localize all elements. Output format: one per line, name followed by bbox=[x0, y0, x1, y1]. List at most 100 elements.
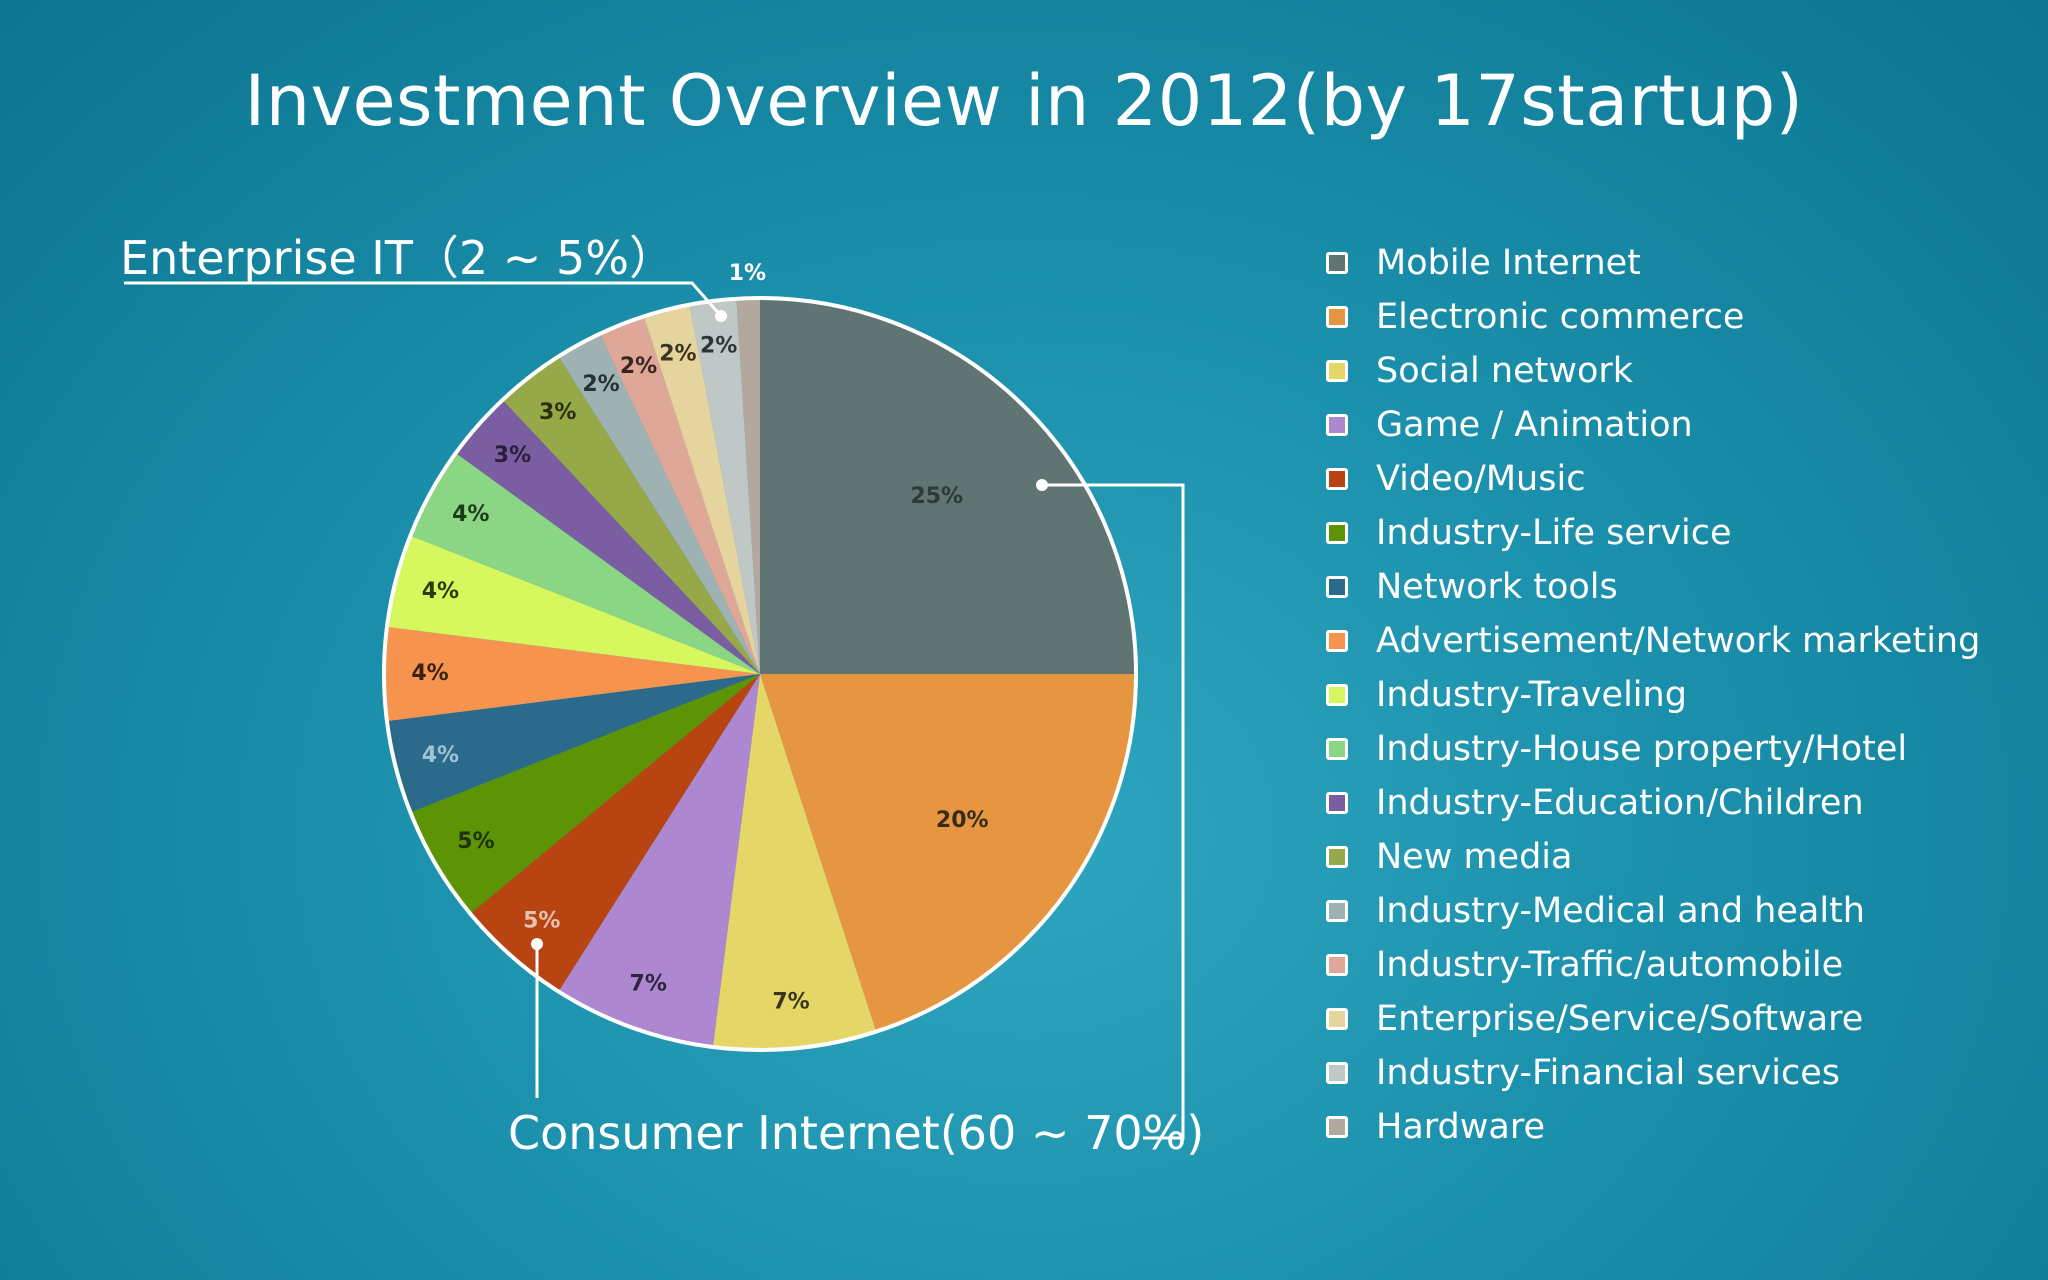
callout-lines bbox=[124, 281, 1185, 1140]
pie-slice-hardware bbox=[736, 298, 760, 674]
slice-label-mobile-internet: 25% bbox=[910, 484, 963, 509]
pie-slice-network-tools bbox=[386, 674, 760, 813]
legend-label: Industry-Traveling bbox=[1376, 675, 1687, 715]
slice-label-enterprise-service-software: 2% bbox=[659, 341, 696, 366]
legend-item-electronic-commerce: Electronic commerce bbox=[1326, 290, 2026, 344]
slice-label-industry-traveling: 4% bbox=[422, 579, 459, 604]
slice-label-video-music: 5% bbox=[523, 909, 560, 934]
pie-slices bbox=[382, 296, 1138, 1052]
pie-slice-enterprise-service-software bbox=[643, 304, 760, 674]
slice-label-industry-traffic-automobile: 2% bbox=[620, 354, 657, 379]
legend-swatch bbox=[1326, 1062, 1348, 1084]
legend-label: Enterprise/Service/Software bbox=[1376, 999, 1864, 1039]
slice-label-network-tools: 4% bbox=[422, 743, 459, 768]
legend-label: Advertisement/Network marketing bbox=[1376, 621, 1981, 661]
legend-swatch bbox=[1326, 414, 1348, 436]
legend-item-game-animation: Game / Animation bbox=[1326, 398, 2026, 452]
pie-slice-industry-life-service bbox=[410, 674, 760, 914]
slice-label-new-media: 3% bbox=[539, 400, 576, 425]
legend-label: Industry-Traffic/automobile bbox=[1376, 945, 1844, 985]
legend-item-industry-medical-and-health: Industry-Medical and health bbox=[1326, 884, 2026, 938]
legend-label: Video/Music bbox=[1376, 459, 1586, 499]
pie-slice-industry-traveling bbox=[386, 535, 760, 674]
legend-item-new-media: New media bbox=[1326, 830, 2026, 884]
slice-label-advertisement-network-marketing: 4% bbox=[411, 661, 448, 686]
legend-label: Game / Animation bbox=[1376, 405, 1693, 445]
legend-swatch bbox=[1326, 306, 1348, 328]
legend-swatch bbox=[1326, 360, 1348, 382]
legend-item-industry-education-children: Industry-Education/Children bbox=[1326, 776, 2026, 830]
legend-item-industry-traveling: Industry-Traveling bbox=[1326, 668, 2026, 722]
consumer-callout-dot-right bbox=[1036, 479, 1048, 491]
legend-label: Industry-Education/Children bbox=[1376, 783, 1864, 823]
slice-label-industry-medical-and-health: 2% bbox=[582, 372, 619, 397]
legend-swatch bbox=[1326, 684, 1348, 706]
legend-label: Electronic commerce bbox=[1376, 297, 1745, 337]
pie-slice-advertisement-network-marketing bbox=[384, 626, 760, 722]
legend-swatch bbox=[1326, 468, 1348, 490]
legend-item-network-tools: Network tools bbox=[1326, 560, 2026, 614]
legend-swatch bbox=[1326, 954, 1348, 976]
legend-item-hardware: Hardware bbox=[1326, 1100, 2026, 1154]
consumer-internet-callout: Consumer Internet(60 ~ 70%) bbox=[508, 1106, 1205, 1160]
pie-slice-electronic-commerce bbox=[760, 674, 1136, 1032]
pie-slice-social-network bbox=[712, 674, 877, 1050]
slice-label-industry-house-property-hotel: 4% bbox=[452, 502, 489, 527]
legend-swatch bbox=[1326, 1116, 1348, 1138]
slice-label-social-network: 7% bbox=[772, 990, 809, 1015]
pie-slice-industry-financial-services bbox=[689, 298, 760, 674]
legend-label: Network tools bbox=[1376, 567, 1618, 607]
slice-label-industry-financial-services: 2% bbox=[700, 334, 737, 359]
legend-swatch bbox=[1326, 1008, 1348, 1030]
legend-swatch bbox=[1326, 252, 1348, 274]
pie-slice-industry-medical-and-health bbox=[558, 333, 760, 674]
legend-swatch bbox=[1326, 900, 1348, 922]
pie-outline bbox=[382, 296, 1138, 1052]
enterprise-callout-dot bbox=[715, 310, 727, 322]
legend-label: Industry-House property/Hotel bbox=[1376, 729, 1908, 769]
legend-item-industry-life-service: Industry-Life service bbox=[1326, 506, 2026, 560]
legend-item-mobile-internet: Mobile Internet bbox=[1326, 236, 2026, 290]
slice-labels: 25%20%7%7%5%5%4%4%4%4%3%3%2%2%2% 2%1% bbox=[411, 261, 988, 1014]
slice-label-industry-life-service: 5% bbox=[457, 829, 494, 854]
pie-slice-new-media bbox=[502, 356, 760, 674]
legend-item-enterprise-service-software: Enterprise/Service/Software bbox=[1326, 992, 2026, 1046]
pie-slice-industry-education-children bbox=[455, 399, 760, 674]
legend-label: Mobile Internet bbox=[1376, 243, 1641, 283]
legend-label: Industry-Life service bbox=[1376, 513, 1732, 553]
pie-slice-industry-house-property-hotel bbox=[410, 452, 760, 674]
legend-swatch bbox=[1326, 576, 1348, 598]
legend-item-social-network: Social network bbox=[1326, 344, 2026, 398]
legend-item-industry-traffic-automobile: Industry-Traffic/automobile bbox=[1326, 938, 2026, 992]
chart-title: Investment Overview in 2012(by 17startup… bbox=[244, 60, 1804, 142]
legend-item-video-music: Video/Music bbox=[1326, 452, 2026, 506]
slice-label-industry-education-children: 3% bbox=[494, 443, 531, 468]
enterprise-it-callout: Enterprise IT（2 ~ 5%） bbox=[120, 231, 675, 285]
pie-slice-video-music bbox=[470, 674, 760, 992]
legend-label: Industry-Financial services bbox=[1376, 1053, 1840, 1093]
slice-label-hardware: 1% bbox=[729, 261, 766, 286]
pie-slice-mobile-internet bbox=[760, 298, 1136, 674]
legend-label: Industry-Medical and health bbox=[1376, 891, 1865, 931]
legend-item-industry-financial-services: Industry-Financial services bbox=[1326, 1046, 2026, 1100]
legend-swatch bbox=[1326, 846, 1348, 868]
enterprise-callout-line bbox=[124, 281, 723, 317]
consumer-callout-line-right bbox=[1042, 483, 1185, 1140]
legend-swatch bbox=[1326, 738, 1348, 760]
consumer-callout-dot-left bbox=[531, 938, 543, 950]
pie-slice-game-animation bbox=[558, 674, 760, 1048]
legend-item-advertisement-network-marketing: Advertisement/Network marketing bbox=[1326, 614, 2026, 668]
slice-label-electronic-commerce: 20% bbox=[936, 808, 989, 833]
legend-swatch bbox=[1326, 522, 1348, 544]
pie-slice-industry-traffic-automobile bbox=[599, 316, 760, 674]
legend-swatch bbox=[1326, 792, 1348, 814]
legend-label: New media bbox=[1376, 837, 1573, 877]
chart-legend: Mobile Internet Electronic commerce Social… bbox=[1326, 236, 2026, 1154]
legend-item-industry-house-property-hotel: Industry-House property/Hotel bbox=[1326, 722, 2026, 776]
legend-swatch bbox=[1326, 630, 1348, 652]
legend-label: Social network bbox=[1376, 351, 1634, 391]
legend-label: Hardware bbox=[1376, 1107, 1545, 1147]
slice-label-game-animation: 7% bbox=[630, 971, 667, 996]
